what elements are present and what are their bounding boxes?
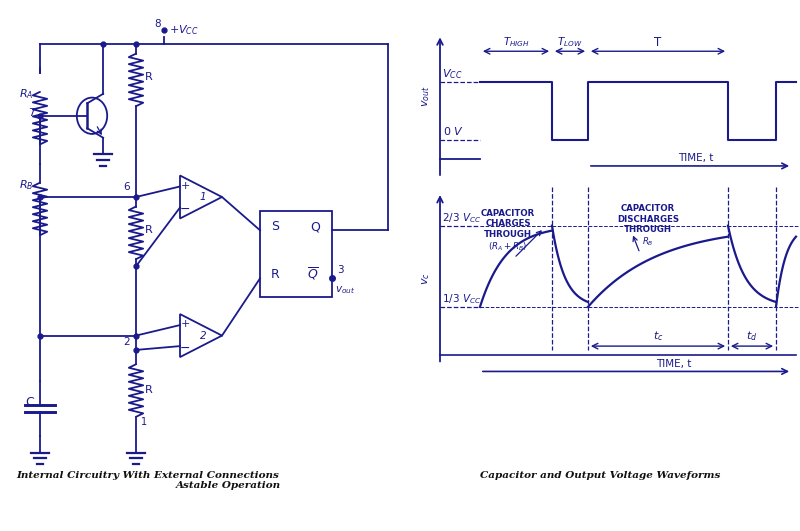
Text: $t_d$: $t_d$	[746, 329, 758, 342]
Text: +: +	[181, 319, 190, 329]
Text: −: −	[180, 203, 190, 216]
Text: $R_B$: $R_B$	[19, 178, 34, 192]
Text: R: R	[271, 269, 280, 281]
Text: 2: 2	[200, 331, 206, 340]
Text: Capacitor and Output Voltage Waveforms: Capacitor and Output Voltage Waveforms	[480, 471, 720, 480]
Text: $V_{CC}$: $V_{CC}$	[442, 67, 462, 81]
Text: $1/3\ V_{CC}$: $1/3\ V_{CC}$	[442, 292, 482, 306]
Text: 3: 3	[337, 264, 343, 275]
Text: Q: Q	[310, 220, 320, 233]
Text: $0\ V$: $0\ V$	[443, 125, 464, 137]
Text: $v_{out}$: $v_{out}$	[335, 284, 355, 296]
Bar	[260, 211, 332, 297]
Text: 2: 2	[123, 337, 130, 347]
Text: CAPACITOR
DISCHARGES
THROUGH
$R_B$: CAPACITOR DISCHARGES THROUGH $R_B$	[617, 204, 679, 249]
Text: TIME, t: TIME, t	[678, 153, 714, 163]
Text: C: C	[25, 396, 34, 409]
Text: $R_A$: $R_A$	[19, 88, 34, 101]
Text: 1: 1	[141, 417, 147, 427]
Text: R: R	[145, 225, 153, 235]
Text: CAPACITOR
CHARGES
THROUGH
$(R_A + R_B)$: CAPACITOR CHARGES THROUGH $(R_A + R_B)$	[481, 209, 535, 253]
Text: $T_{HIGH}$: $T_{HIGH}$	[502, 36, 530, 49]
Text: $v_{out}$: $v_{out}$	[420, 86, 432, 107]
Text: $t_c$: $t_c$	[653, 329, 663, 342]
Text: $+ V_{CC}$: $+ V_{CC}$	[169, 23, 198, 37]
Text: 6: 6	[123, 182, 130, 192]
Text: TIME, t: TIME, t	[656, 358, 691, 369]
Text: T: T	[654, 36, 662, 48]
Text: 1: 1	[200, 192, 206, 202]
Text: Astable Operation: Astable Operation	[175, 481, 281, 490]
Text: $2/3\ V_{CC}$: $2/3\ V_{CC}$	[442, 211, 482, 225]
Text: Internal Circuitry With External Connections: Internal Circuitry With External Connect…	[17, 471, 279, 480]
Text: 7: 7	[28, 108, 34, 118]
Text: $T_{LOW}$: $T_{LOW}$	[558, 36, 582, 49]
Text: 8: 8	[154, 19, 161, 29]
Text: R: R	[145, 72, 153, 82]
Text: $v_c$: $v_c$	[420, 272, 432, 285]
Text: S: S	[271, 220, 279, 233]
Text: $\overline{Q}$: $\overline{Q}$	[307, 265, 319, 281]
Text: −: −	[180, 341, 190, 355]
Text: R: R	[145, 385, 153, 395]
Text: +: +	[181, 181, 190, 191]
